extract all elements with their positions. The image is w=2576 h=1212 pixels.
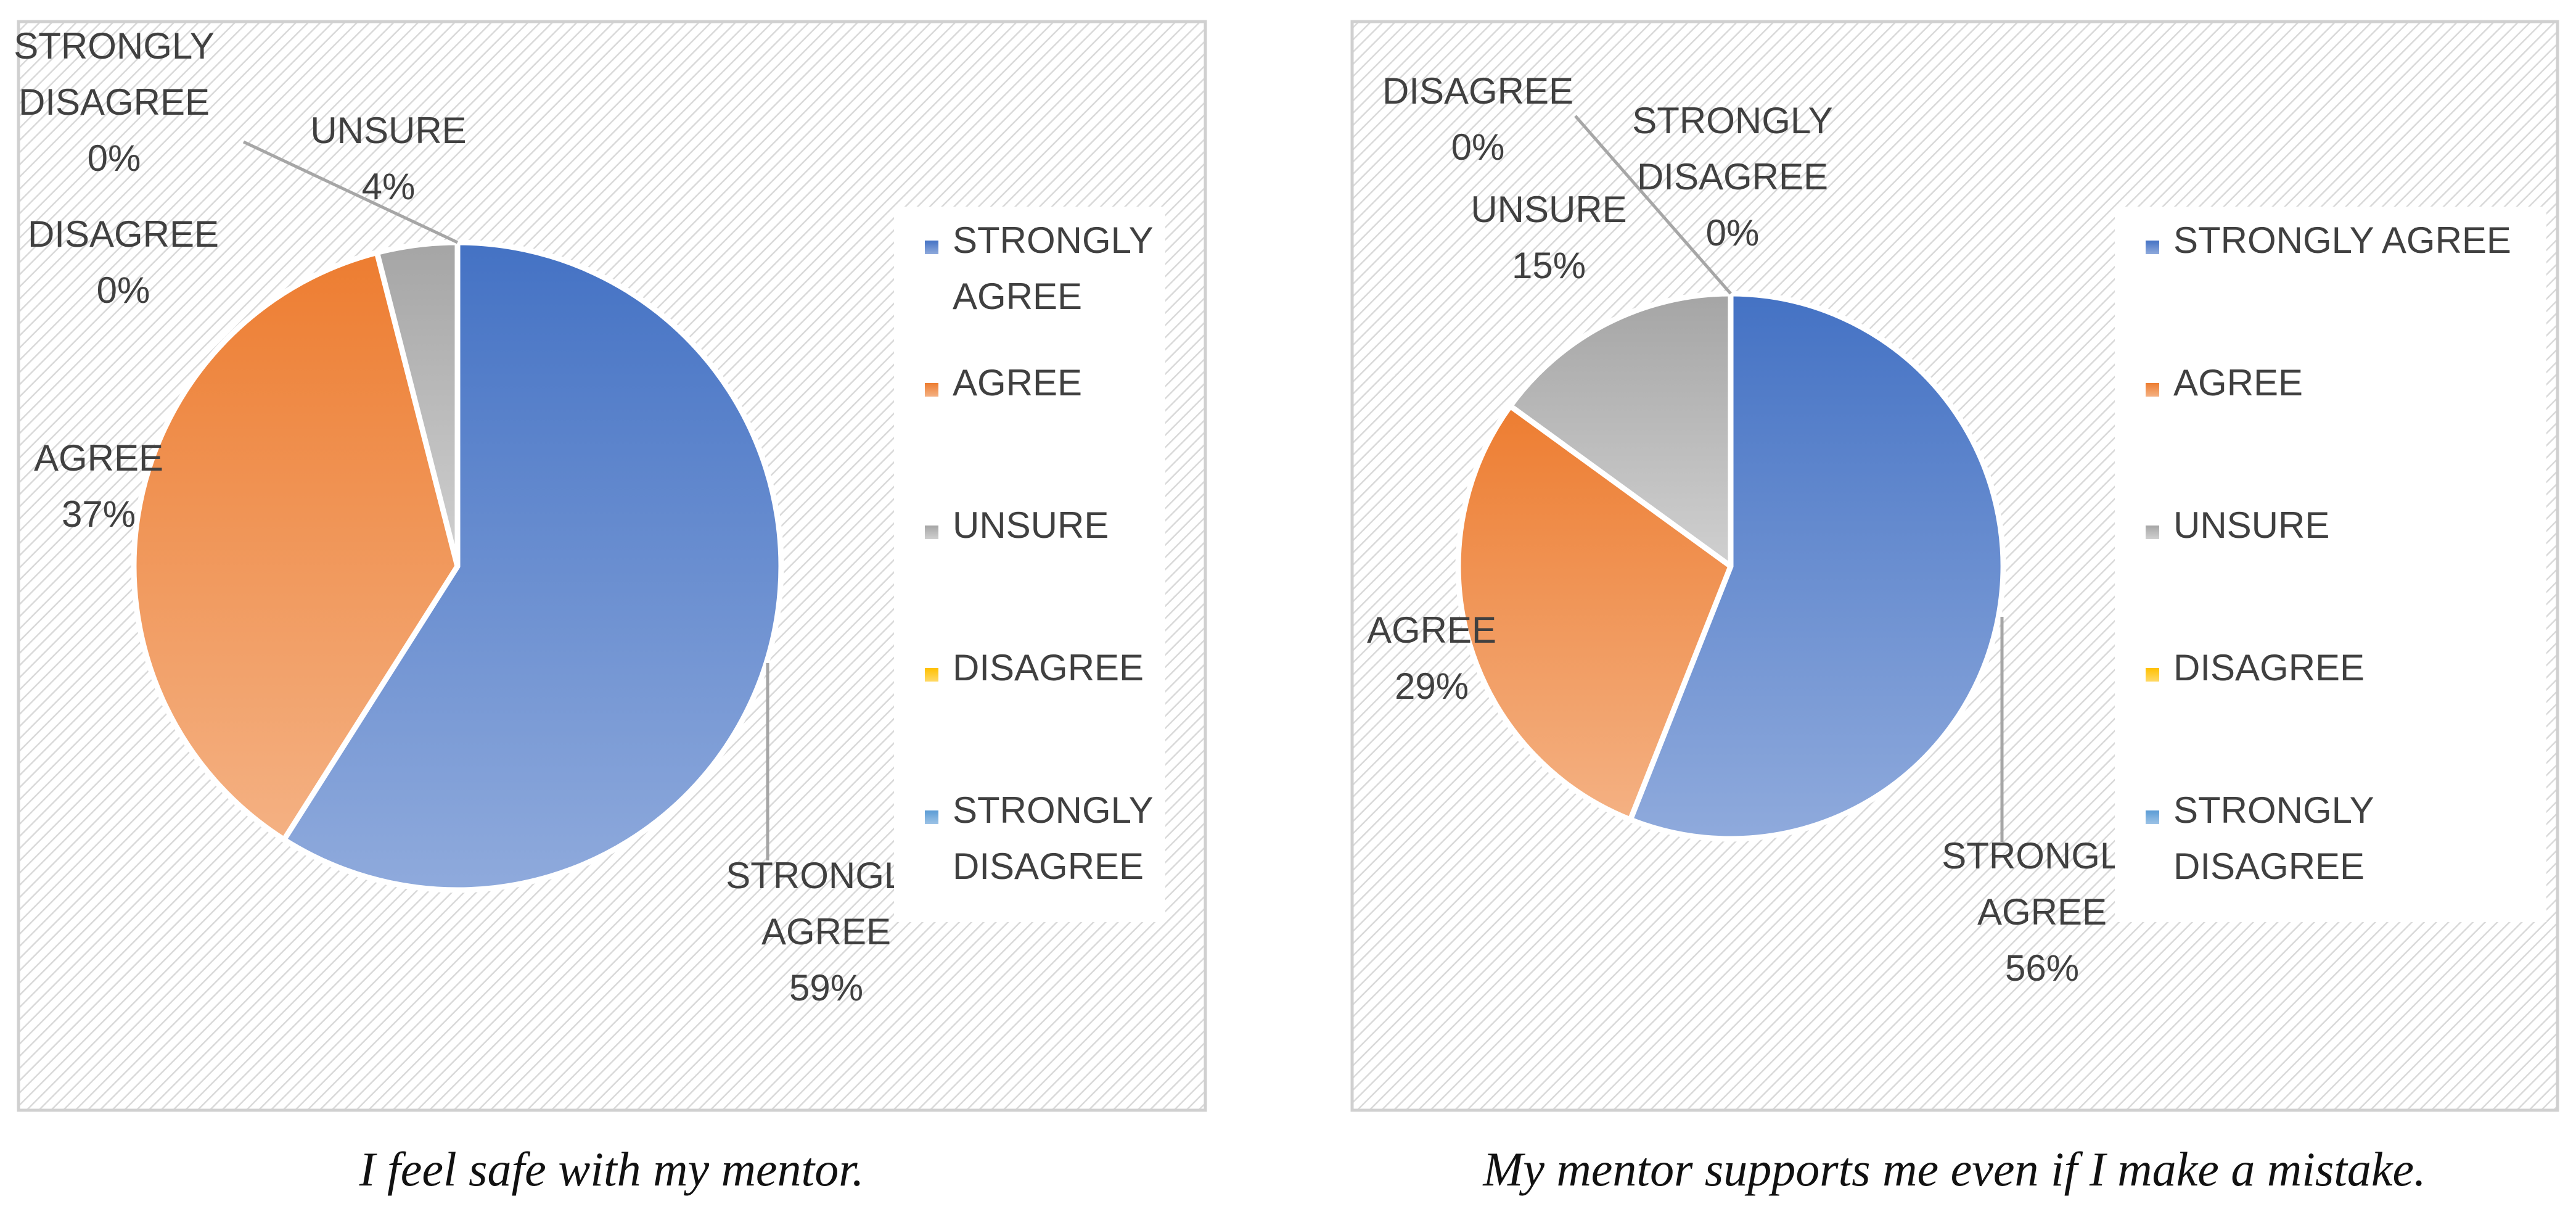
legend-label-strongly-disagree: STRONGLY DISAGREE bbox=[2173, 789, 2374, 887]
leader-line bbox=[1574, 115, 1732, 295]
pie-slice-strongly-agree bbox=[281, 239, 784, 893]
data-label-disagree: DISAGREE 0% bbox=[1382, 70, 1573, 168]
legend-swatch-unsure bbox=[2146, 526, 2159, 539]
legend-label-strongly-disagree: STRONGLY DISAGREE bbox=[953, 789, 1154, 887]
legend-label-strongly-agree: STRONGLY AGREE bbox=[2173, 220, 2511, 261]
data-label-strongly-agree: STRONGLY AGREE 59% bbox=[726, 855, 927, 1008]
legend-swatch-strongly-agree bbox=[925, 241, 938, 254]
legend-swatch-unsure bbox=[925, 526, 938, 539]
legend-label-disagree: DISAGREE bbox=[953, 647, 1144, 688]
pie-slice-agree bbox=[131, 249, 461, 843]
chart-caption: My mentor supports me even if I make a m… bbox=[1482, 1142, 2426, 1196]
data-label-strongly-disagree: STRONGLY DISAGREE 0% bbox=[14, 25, 215, 179]
data-label-disagree: DISAGREE 0% bbox=[28, 213, 219, 311]
legend-label-agree: AGREE bbox=[2173, 362, 2303, 403]
data-label-unsure: UNSURE 4% bbox=[310, 110, 466, 207]
legend bbox=[2115, 207, 2546, 922]
legend-label-unsure: UNSURE bbox=[953, 505, 1109, 546]
legend-label-unsure: UNSURE bbox=[2173, 505, 2329, 546]
data-label-strongly-disagree: STRONGLY DISAGREE 0% bbox=[1632, 100, 1833, 254]
data-label-unsure: UNSURE 15% bbox=[1471, 189, 1626, 286]
legend-swatch-strongly-disagree bbox=[2146, 810, 2159, 824]
pie-slice-strongly-agree bbox=[1627, 291, 2006, 842]
data-label-agree: AGREE 29% bbox=[1367, 609, 1496, 707]
legend-label-disagree: DISAGREE bbox=[2173, 647, 2365, 688]
data-label-agree: AGREE 37% bbox=[34, 437, 163, 535]
legend-swatch-agree bbox=[2146, 383, 2159, 397]
legend-swatch-agree bbox=[925, 383, 938, 397]
legend-swatch-disagree bbox=[2146, 668, 2159, 682]
legend-label-strongly-agree: STRONGLY AGREE bbox=[953, 220, 1154, 317]
pie-slice-agree bbox=[1455, 403, 1734, 823]
chart-caption: I feel safe with my mentor. bbox=[359, 1142, 864, 1196]
legend-swatch-strongly-agree bbox=[2146, 241, 2159, 254]
legend-swatch-disagree bbox=[925, 668, 938, 682]
data-label-strongly-agree: STRONGLY AGREE 56% bbox=[1942, 835, 2143, 989]
legend bbox=[894, 207, 1165, 922]
legend-label-agree: AGREE bbox=[953, 362, 1082, 403]
pie-slice-unsure bbox=[1507, 291, 1734, 569]
leader-line bbox=[242, 140, 459, 244]
legend-swatch-strongly-disagree bbox=[925, 810, 938, 824]
